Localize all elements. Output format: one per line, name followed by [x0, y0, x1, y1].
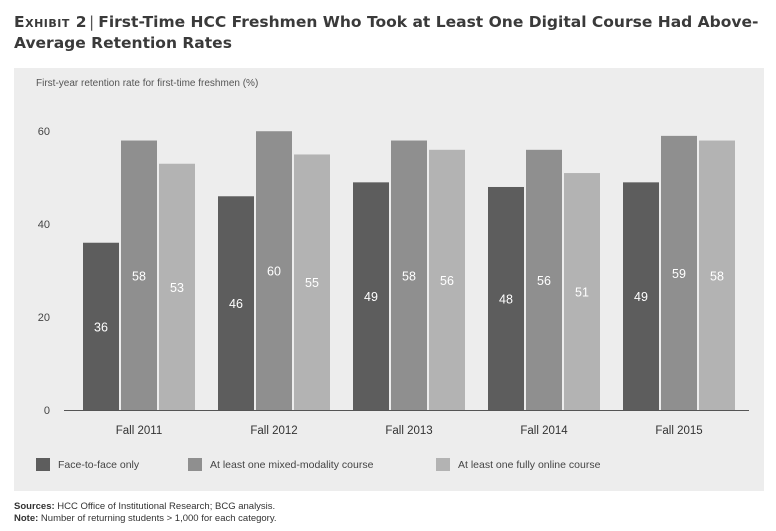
x-tick-label: Fall 2011 [116, 425, 162, 437]
sources-text: HCC Office of Institutional Research; BC… [57, 501, 276, 512]
legend-label: At least one mixed-modality course [210, 458, 374, 471]
legend-item: At least one fully online course [436, 458, 600, 471]
bar-value-label: 59 [672, 267, 686, 281]
legend-label: Face-to-face only [58, 458, 140, 471]
legend-item: Face-to-face only [36, 458, 139, 471]
bar-value-label: 51 [575, 286, 589, 300]
exhibit-label: Exhibit 2 [14, 13, 88, 31]
bar-value-label: 49 [364, 290, 378, 304]
bar [564, 173, 600, 410]
chart-title: First-Time HCC Freshmen Who Took at Leas… [14, 13, 759, 52]
bar [83, 242, 119, 410]
bar-value-label: 60 [267, 265, 281, 279]
exhibit-title: Exhibit 2 | First-Time HCC Freshmen Who To… [14, 12, 764, 54]
x-tick-label: Fall 2015 [655, 425, 702, 437]
y-axis-caption: First-year retention rate for first-time… [36, 78, 259, 89]
bar-value-label: 56 [537, 274, 551, 288]
bar-value-label: 49 [634, 290, 648, 304]
bar [661, 135, 697, 410]
bar [391, 140, 427, 410]
legend-label: At least one fully online course [458, 458, 601, 471]
note-text: Number of returning students > 1,000 for… [40, 513, 277, 524]
bar-value-label: 56 [440, 274, 454, 288]
x-tick-label: Fall 2014 [520, 425, 568, 437]
bar-value-label: 58 [710, 269, 724, 283]
source-notes: Sources: HCC Office of Institutional Res… [14, 501, 277, 525]
legend-item: At least one mixed-modality course [188, 458, 373, 471]
exhibit-separator: | [89, 13, 95, 31]
legend-swatch [36, 458, 50, 471]
bar [159, 163, 195, 410]
note-line: Note: Number of returning students > 1,0… [14, 513, 277, 525]
legend-swatch [436, 458, 450, 471]
bar [526, 149, 562, 411]
bar [294, 154, 330, 410]
y-tick-label: 20 [38, 312, 50, 324]
bar-value-label: 58 [402, 269, 416, 283]
bar [623, 182, 659, 410]
bar [353, 182, 389, 410]
bar-value-label: 48 [499, 292, 513, 306]
bar [256, 131, 292, 410]
y-tick-label: 60 [38, 126, 50, 138]
bar-value-label: 58 [132, 269, 146, 283]
bar [488, 186, 524, 410]
chart-area: First-year retention rate for first-time… [14, 68, 764, 491]
sources-line: Sources: HCC Office of Institutional Res… [14, 501, 277, 513]
y-tick-label: 0 [44, 405, 50, 417]
x-tick-label: Fall 2012 [250, 425, 297, 437]
y-tick-label: 40 [38, 219, 50, 231]
bar [699, 140, 735, 410]
bar-value-label: 55 [305, 276, 319, 290]
sources-label: Sources: [14, 501, 55, 512]
bar-chart: 0 20 40 60 36 58 53 Fall 2011 46 60 55 Fall 2012 49 5… [38, 126, 749, 437]
bar [429, 149, 465, 411]
x-tick-label: Fall 2013 [385, 425, 432, 437]
bar [121, 140, 157, 410]
bar-value-label: 53 [170, 281, 184, 295]
bar-value-label: 36 [94, 320, 108, 334]
legend-swatch [188, 458, 202, 471]
bar-value-label: 46 [229, 297, 243, 311]
note-label: Note: [14, 513, 39, 524]
bar [218, 196, 254, 410]
